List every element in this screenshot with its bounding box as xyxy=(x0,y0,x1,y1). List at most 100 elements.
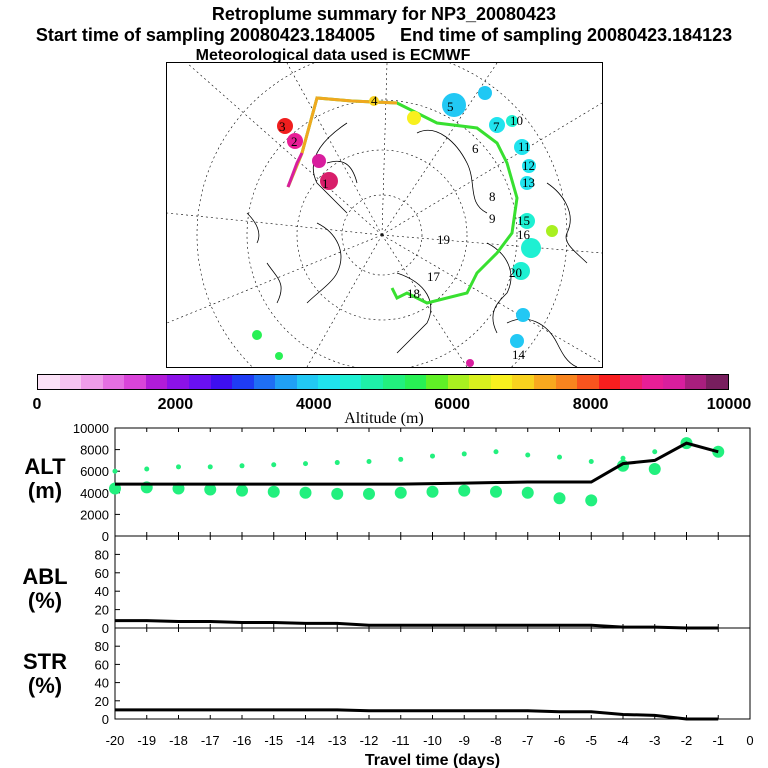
colorbar-swatch xyxy=(275,375,297,389)
plume-track-top xyxy=(286,152,304,188)
colorbar-swatch xyxy=(641,375,664,389)
colorbar-tick-label: 2000 xyxy=(157,396,194,413)
alt-label-line2: (m) xyxy=(27,478,63,503)
series-line xyxy=(115,441,719,486)
colorbar-tick-label: 8000 xyxy=(572,396,609,413)
altitude-cluster-point xyxy=(490,485,502,498)
map-label: 19 xyxy=(437,232,450,247)
altitude-cluster-point xyxy=(112,468,118,474)
colorbar-swatch xyxy=(59,375,82,389)
altitude-cluster-point xyxy=(585,494,598,507)
map-track-labels: 3 2 1 4 5 6 7 8 9 10 11 12 13 14 15 16 1… xyxy=(279,93,535,362)
y-tick-label: 4000 xyxy=(80,486,109,501)
colorbar-swatch xyxy=(361,375,383,389)
y-tick-label: 2000 xyxy=(80,507,109,522)
map-label: 10 xyxy=(510,113,523,128)
x-tick-label: -16 xyxy=(233,733,252,748)
x-tick-label: -2 xyxy=(681,733,693,748)
x-tick-label: -7 xyxy=(522,733,534,748)
altitude-cluster-point xyxy=(236,484,248,497)
colorbar-swatch xyxy=(232,375,254,389)
colorbar-tick-label: 10000 xyxy=(706,396,752,413)
colorbar-tick-label: 4000 xyxy=(296,396,332,413)
x-tick-label: -6 xyxy=(554,733,566,748)
map-label: 9 xyxy=(489,211,496,226)
y-tick-label: 6000 xyxy=(80,464,109,479)
x-tick-label: -18 xyxy=(169,733,188,748)
colorbar-swatch xyxy=(447,375,470,389)
map-label: 12 xyxy=(522,158,535,173)
sampling-times: Start time of sampling 20080423.184005 E… xyxy=(0,25,768,45)
y-tick-label: 0 xyxy=(102,712,109,727)
altitude-cluster-point xyxy=(207,464,213,470)
colorbar-swatch xyxy=(512,375,534,389)
y-tick-label: 20 xyxy=(95,603,109,618)
map-label: 13 xyxy=(522,175,535,190)
x-tick-label: -14 xyxy=(296,733,315,748)
start-time: Start time of sampling 20080423.184005 xyxy=(35,25,375,45)
abl-panel-label: ABL (%) xyxy=(0,565,90,613)
y-tick-label: 60 xyxy=(95,657,109,672)
altitude-cluster-point xyxy=(493,449,499,455)
colorbar-swatch xyxy=(598,375,621,389)
x-tick-label: -11 xyxy=(392,733,410,748)
colorbar-swatch xyxy=(188,375,211,389)
map-label: 18 xyxy=(407,286,420,301)
altitude-cluster-point xyxy=(363,487,375,500)
altitude-cluster-point xyxy=(398,456,404,462)
altitude-cluster-point xyxy=(620,455,626,461)
altitude-cluster-point xyxy=(299,486,312,499)
map-label: 20 xyxy=(509,265,522,280)
colorbar-swatch xyxy=(296,375,319,389)
plume-track-high xyxy=(286,96,398,188)
altitude-cluster-point xyxy=(144,466,150,472)
x-tick-label: -1 xyxy=(712,733,724,748)
altitude-cluster-point xyxy=(267,485,280,498)
colorbar-swatch xyxy=(663,375,685,389)
x-tick-label: -13 xyxy=(328,733,347,748)
series-line xyxy=(115,619,719,630)
y-tick-label: 40 xyxy=(95,676,109,691)
altitude-cluster-point xyxy=(521,486,534,499)
altitude-cluster-point xyxy=(271,462,277,468)
end-time: End time of sampling 20080423.184123 xyxy=(400,25,733,45)
altitude-cluster-point xyxy=(430,453,435,459)
polar-map-svg: 3 2 1 4 5 6 7 8 9 10 11 12 13 14 15 16 1… xyxy=(167,63,602,367)
map-label: 14 xyxy=(512,347,526,362)
altitude-colorbar xyxy=(37,374,729,390)
alt-panel-label: ALT (m) xyxy=(0,455,90,503)
altitude-cluster-point xyxy=(652,449,658,455)
altitude-cluster-point xyxy=(204,483,217,496)
y-tick-label: 10000 xyxy=(73,421,109,436)
colorbar-tick-label: 0 xyxy=(32,396,42,413)
time-series-plots: 0 2000 4000 6000 8000 10000 0 20 40 60 80 0 20 40 60 80… xyxy=(73,421,754,768)
y-tick-label: 60 xyxy=(95,566,109,581)
map-label: 7 xyxy=(493,119,500,134)
altitude-cluster-point xyxy=(553,492,566,505)
y-tick-label: 40 xyxy=(95,584,109,599)
y-tick-label: 0 xyxy=(102,621,109,636)
altitude-cluster-point xyxy=(648,463,661,476)
map-label: 4 xyxy=(371,93,378,108)
colorbar-swatch xyxy=(577,375,599,389)
colorbar-swatch xyxy=(555,375,578,389)
panel-frame xyxy=(114,427,751,537)
panel-frame xyxy=(114,535,751,629)
colorbar-swatch xyxy=(383,375,405,389)
map-label: 17 xyxy=(427,269,441,284)
y-tick-label: 80 xyxy=(95,547,109,562)
colorbar-label: Altitude (m) xyxy=(344,410,424,427)
altitude-cluster-point xyxy=(426,485,439,498)
x-tick-label: -15 xyxy=(264,733,283,748)
x-tick-label: -5 xyxy=(585,733,597,748)
altitude-cluster-point xyxy=(176,464,181,470)
x-tick-label: -10 xyxy=(423,733,442,748)
colorbar-swatch xyxy=(469,375,491,389)
map-label: 11 xyxy=(518,139,531,154)
map-label: 8 xyxy=(489,189,496,204)
map-graticule xyxy=(167,63,602,367)
str-label-line1: STR xyxy=(23,649,67,674)
str-label-line2: (%) xyxy=(27,673,63,698)
colorbar-tick-label: 6000 xyxy=(434,396,470,413)
map-label: 5 xyxy=(447,99,454,114)
